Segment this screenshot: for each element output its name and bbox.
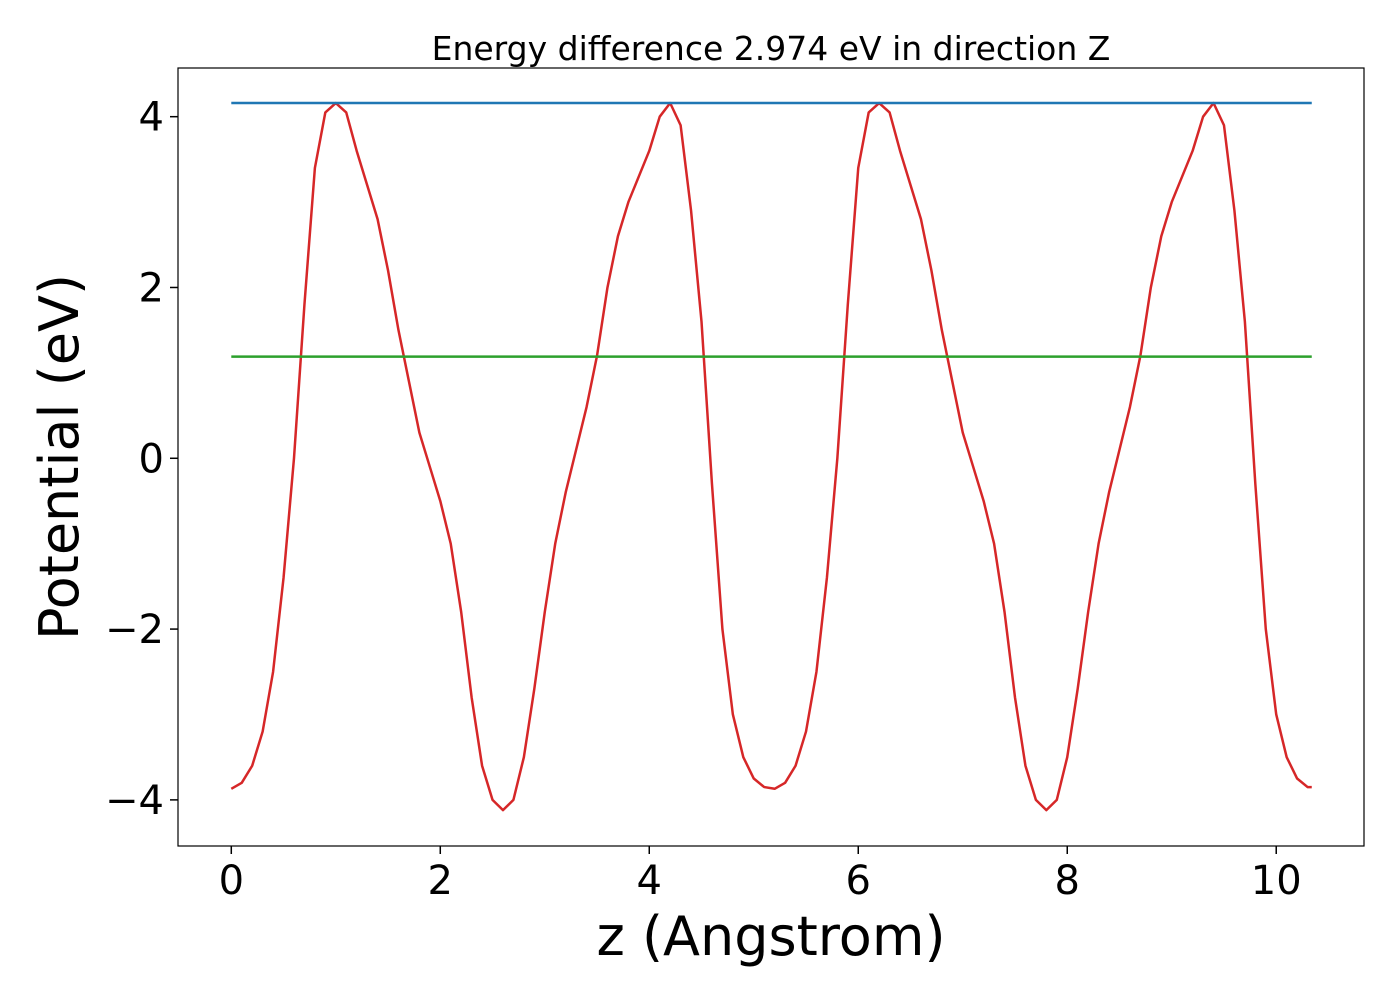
y-tick-label: −4 [105,778,164,824]
x-axis-label: z (Angstrom) [596,905,945,968]
x-tick-label: 6 [846,858,871,904]
y-tick-label: −2 [105,607,164,653]
x-tick-label: 10 [1251,858,1302,904]
x-tick-label: 0 [219,858,244,904]
y-tick-label: 0 [139,436,164,482]
plot-frame [177,67,1365,847]
y-tick-label: 4 [139,95,164,141]
x-tick-label: 2 [428,858,453,904]
x-tick-label: 8 [1055,858,1080,904]
x-tick-label: 4 [637,858,662,904]
series-line [230,101,1312,812]
y-tick-label: 2 [139,265,164,311]
chart-title: Energy difference 2.974 eV in direction … [432,29,1111,68]
y-axis-label: Potential (eV) [28,274,91,640]
